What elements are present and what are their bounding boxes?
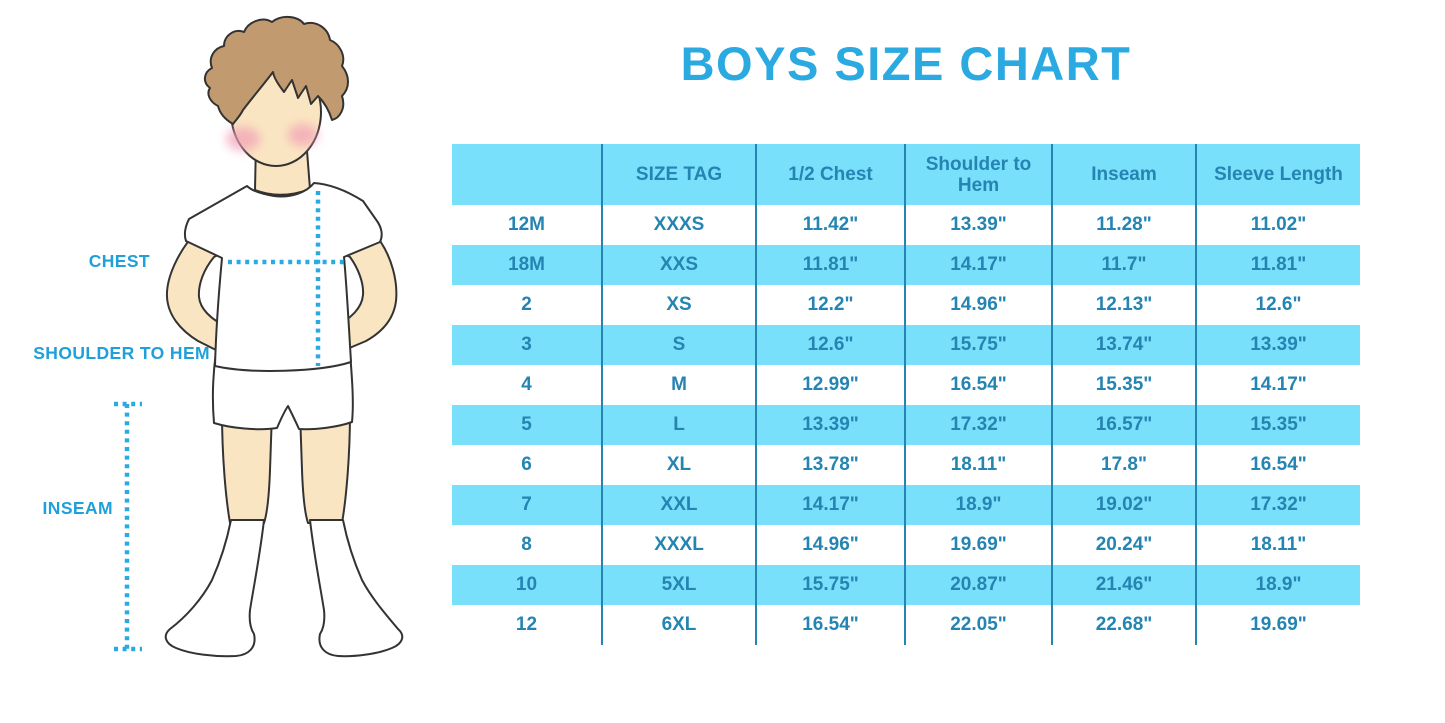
boy-tshirt (184, 182, 383, 372)
table-cell: XXL (601, 485, 756, 525)
table-cell: XXXS (601, 205, 756, 245)
column-header: SIZE TAG (601, 144, 756, 205)
table-cell: 12.6" (1195, 285, 1360, 325)
table-cell: 13.78" (755, 445, 905, 485)
table-cell: 19.02" (1051, 485, 1196, 525)
column-header: Inseam (1051, 144, 1196, 205)
table-cell: XXS (601, 245, 756, 285)
table-cell: 6XL (601, 605, 756, 645)
table-cell: 16.54" (904, 365, 1052, 405)
table-cell: 6 (521, 454, 532, 475)
table-row: 18M XXS 11.81" 14.17" 11.7" 11.81" (452, 245, 1360, 285)
table-cell: 18M (508, 254, 545, 275)
table-cell: 16.54" (1195, 445, 1360, 485)
table-cell: 2 (521, 294, 532, 315)
table-cell: 18.11" (1195, 525, 1360, 565)
table-row: 12M XXXS 11.42" 13.39" 11.28" 11.02" (452, 205, 1360, 245)
table-cell: 15.35" (1195, 405, 1360, 445)
table-cell: XL (601, 445, 756, 485)
table-cell: 17.32" (1195, 485, 1360, 525)
table-cell: 12.6" (755, 325, 905, 365)
table-cell: 18.9" (904, 485, 1052, 525)
table-cell: 18.11" (904, 445, 1052, 485)
table-cell: 11.81" (755, 245, 905, 285)
table-cell: 12 (515, 614, 538, 635)
table-row: 8 XXXL 14.96" 19.69" 20.24" 18.11" (452, 525, 1360, 565)
column-header: Shoulder to Hem (904, 144, 1052, 205)
table-row: 3 S 12.6" 15.75" 13.74" 13.39" (452, 325, 1360, 365)
table-cell: 10 (515, 574, 538, 595)
table-cell: 5 (521, 414, 532, 435)
table-cell: 14.96" (904, 285, 1052, 325)
size-table-container: SIZE TAG 1/2 Chest Shoulder to Hem Inseam Sl… (452, 144, 1360, 645)
table-cell: 13.39" (904, 205, 1052, 245)
table-cell: 16.54" (755, 605, 905, 645)
table-row: 2 XS 12.2" 14.96" 12.13" 12.6" (452, 285, 1360, 325)
table-cell: 14.17" (904, 245, 1052, 285)
column-header: Sleeve Length (1195, 144, 1360, 205)
table-cell: 11.42" (755, 205, 905, 245)
table-cell: 19.69" (904, 525, 1052, 565)
shoulder-to-hem-label: SHOULDER TO HEM (33, 343, 210, 363)
table-cell: 20.24" (1051, 525, 1196, 565)
boy-illustration (114, 16, 404, 658)
table-cell: 13.39" (1195, 325, 1360, 365)
table-cell: 11.81" (1195, 245, 1360, 285)
table-row: 10 5XL 15.75" 20.87" 21.46" 18.9" (452, 565, 1360, 605)
table-cell: 22.05" (904, 605, 1052, 645)
table-row: 7 XXL 14.17" 18.9" 19.02" 17.32" (452, 485, 1360, 525)
table-cell: 14.96" (755, 525, 905, 565)
table-cell: 14.17" (1195, 365, 1360, 405)
table-cell: 8 (521, 534, 532, 555)
boy-left-sock (164, 519, 265, 658)
table-cell: XS (601, 285, 756, 325)
table-cell: 12.99" (755, 365, 905, 405)
table-row: 4 M 12.99" 16.54" 15.35" 14.17" (452, 365, 1360, 405)
table-cell: L (601, 405, 756, 445)
boy-left-cheek (226, 127, 260, 151)
table-cell: XXXL (601, 525, 756, 565)
table-cell: 17.32" (904, 405, 1052, 445)
table-cell: 14.17" (755, 485, 905, 525)
inseam-label: INSEAM (42, 498, 113, 518)
column-header (452, 144, 602, 205)
table-cell: 3 (521, 334, 532, 355)
table-cell: 15.35" (1051, 365, 1196, 405)
table-cell: 16.57" (1051, 405, 1196, 445)
table-cell: 4 (521, 374, 532, 395)
table-cell: 12M (508, 214, 545, 235)
table-row: 12 6XL 16.54" 22.05" 22.68" 19.69" (452, 605, 1360, 645)
table-cell: 11.02" (1195, 205, 1360, 245)
table-cell: 21.46" (1051, 565, 1196, 605)
table-cell: 19.69" (1195, 605, 1360, 645)
table-cell: 12.2" (755, 285, 905, 325)
table-cell: M (601, 365, 756, 405)
table-cell: 11.28" (1051, 205, 1196, 245)
table-cell: 13.74" (1051, 325, 1196, 365)
column-header: 1/2 Chest (755, 144, 905, 205)
boy-right-sock (309, 519, 404, 658)
table-row: 6 XL 13.78" 18.11" 17.8" 16.54" (452, 445, 1360, 485)
table-cell: 20.87" (904, 565, 1052, 605)
size-table: SIZE TAG 1/2 Chest Shoulder to Hem Inseam Sl… (452, 144, 1360, 645)
table-cell: 17.8" (1051, 445, 1196, 485)
table-cell: 22.68" (1051, 605, 1196, 645)
boy-hair (204, 16, 349, 125)
table-row: 5 L 13.39" 17.32" 16.57" 15.35" (452, 405, 1360, 445)
table-cell: S (601, 325, 756, 365)
table-cell: 13.39" (755, 405, 905, 445)
table-cell: 7 (521, 494, 532, 515)
table-cell: 11.7" (1051, 245, 1196, 285)
table-cell: 15.75" (755, 565, 905, 605)
size-table-body: 12M XXXS 11.42" 13.39" 11.28" 11.02" 18M XXS 11.… (452, 205, 1360, 645)
size-table-header-row: SIZE TAG 1/2 Chest Shoulder to Hem Inseam Sl… (452, 144, 1360, 205)
table-cell: 18.9" (1195, 565, 1360, 605)
table-cell: 5XL (601, 565, 756, 605)
page-title: BOYS SIZE CHART (680, 37, 1132, 90)
table-cell: 15.75" (904, 325, 1052, 365)
table-cell: 12.13" (1051, 285, 1196, 325)
chest-label: CHEST (88, 251, 150, 271)
boy-right-cheek (288, 124, 318, 146)
